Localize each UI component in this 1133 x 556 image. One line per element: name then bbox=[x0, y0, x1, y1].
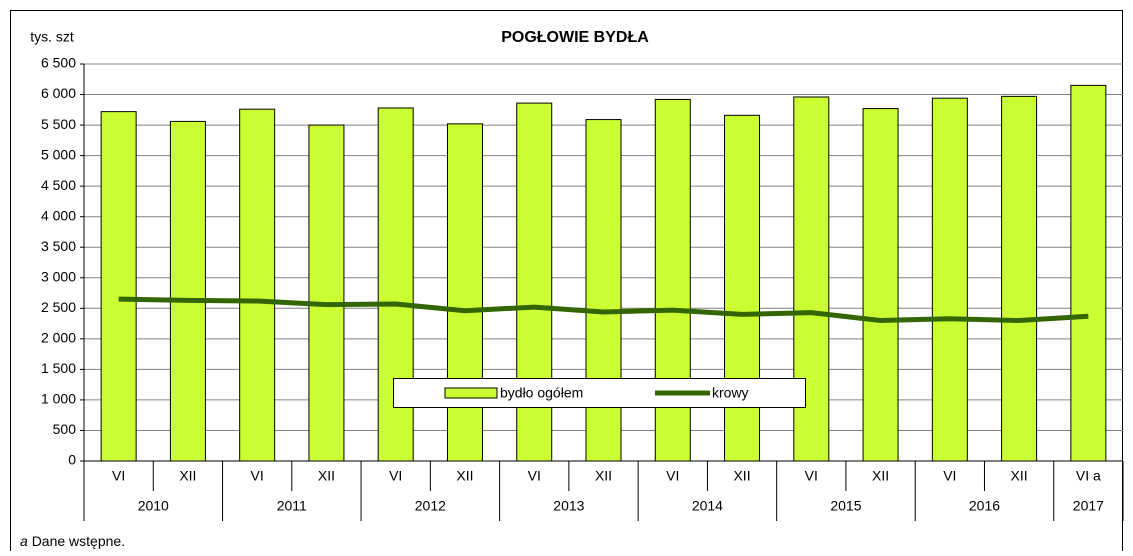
x-group-label: 2015 bbox=[830, 498, 861, 514]
bar bbox=[100, 111, 137, 462]
legend-swatch bbox=[444, 387, 498, 399]
chart-title: POGŁOWIE BYDŁA bbox=[501, 29, 649, 46]
x-tick-label: XII bbox=[733, 468, 750, 484]
legend-label: bydło ogółem bbox=[500, 385, 583, 401]
legend-label: krowy bbox=[712, 385, 749, 401]
bar bbox=[1001, 95, 1038, 462]
bar bbox=[169, 120, 206, 462]
bar bbox=[377, 107, 414, 462]
y-tick-label: 3 000 bbox=[41, 268, 76, 284]
bar bbox=[724, 114, 761, 462]
x-tick-label: VI bbox=[528, 468, 541, 484]
x-tick-label: XII bbox=[318, 468, 335, 484]
x-group-label: 2012 bbox=[415, 498, 446, 514]
x-group-label: 2011 bbox=[277, 498, 307, 514]
x-group-label: 2016 bbox=[969, 498, 1000, 514]
y-tick-label: 2 000 bbox=[41, 330, 76, 346]
x-group-label: 2010 bbox=[138, 498, 169, 514]
x-tick-label: VI bbox=[666, 468, 679, 484]
bar bbox=[239, 108, 276, 462]
x-tick-label: VI bbox=[251, 468, 264, 484]
footnote: a Dane wstępne. bbox=[20, 533, 125, 549]
x-tick-label: XII bbox=[1011, 468, 1028, 484]
y-tick-label: 6 000 bbox=[41, 85, 76, 101]
x-tick-label: VI a bbox=[1076, 468, 1101, 484]
bar bbox=[862, 108, 899, 462]
y-tick-label: 5 000 bbox=[41, 146, 76, 162]
line bbox=[118, 296, 1089, 324]
y-tick-label: 4 500 bbox=[41, 177, 76, 193]
y-tick-label: 1 500 bbox=[41, 360, 76, 376]
x-tick-label: VI bbox=[943, 468, 956, 484]
bar bbox=[931, 97, 968, 462]
x-tick-label: VI bbox=[112, 468, 125, 484]
bar bbox=[308, 124, 345, 462]
x-tick-label: VI bbox=[389, 468, 402, 484]
y-axis-label: tys. szt bbox=[30, 29, 74, 45]
y-tick-label: 6 500 bbox=[41, 55, 76, 71]
x-tick-label: XII bbox=[179, 468, 196, 484]
x-group-label: 2017 bbox=[1073, 498, 1104, 514]
footnote-marker: a bbox=[20, 533, 28, 549]
x-group-label: 2013 bbox=[553, 498, 584, 514]
x-group-label: 2014 bbox=[692, 498, 723, 514]
y-tick-label: 4 000 bbox=[41, 207, 76, 223]
y-tick-label: 2 500 bbox=[41, 299, 76, 315]
y-tick-label: 0 bbox=[68, 452, 76, 468]
x-tick-label: XII bbox=[595, 468, 612, 484]
y-tick-label: 3 500 bbox=[41, 238, 76, 254]
x-tick-label: XII bbox=[456, 468, 473, 484]
bar bbox=[446, 123, 483, 462]
bar bbox=[1070, 84, 1107, 462]
x-tick-label: VI bbox=[805, 468, 818, 484]
y-tick-label: 500 bbox=[53, 421, 77, 437]
bar bbox=[585, 119, 622, 462]
footnote-text: Dane wstępne. bbox=[32, 533, 125, 549]
x-tick-label: XII bbox=[872, 468, 889, 484]
y-tick-label: 5 500 bbox=[41, 116, 76, 132]
y-tick-label: 1 000 bbox=[41, 391, 76, 407]
